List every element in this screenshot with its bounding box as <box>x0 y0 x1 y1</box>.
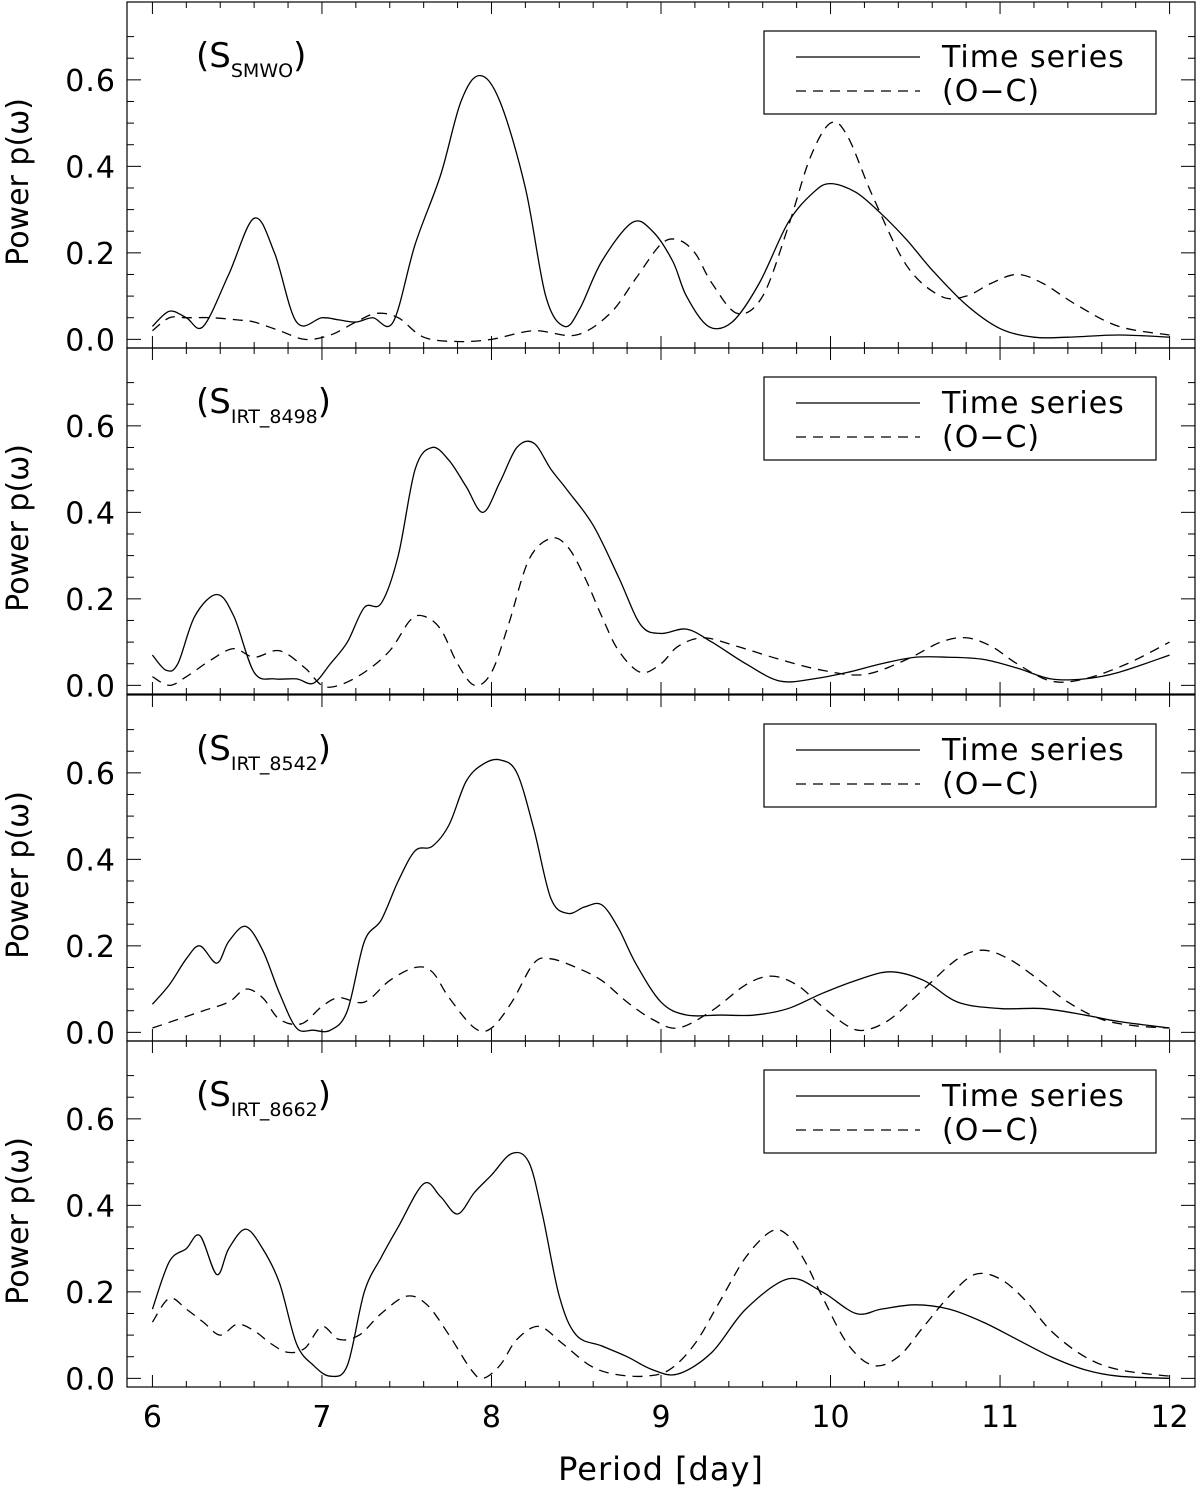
series-o-c-line <box>152 121 1170 343</box>
panel-label: (SSMWO) <box>196 36 306 82</box>
legend-entry-time-series: Time series <box>941 733 1125 768</box>
x-tick-label: 6 <box>143 1400 162 1435</box>
panel-label-main: (S <box>196 729 231 769</box>
y-tick-label: 0.0 <box>65 1016 116 1051</box>
legend-box <box>763 376 1157 461</box>
series-o-c-line <box>152 537 1170 688</box>
panel-3: 0.0 0.2 0.4 0.6 Power p(ω) (SIRT_8542) Time se… <box>1 694 1196 1051</box>
y-tick-label: 0.6 <box>65 64 116 99</box>
panel-label-subscript: IRT_8662 <box>231 1099 318 1121</box>
panel-label-main: (S <box>196 1075 231 1115</box>
y-tick-label: 0.2 <box>65 237 116 272</box>
legend-entry-o-c: (O−C) <box>942 1113 1040 1148</box>
legend: Time series(O−C) <box>763 1069 1157 1154</box>
panel-label-close: ) <box>293 36 306 76</box>
legend-box <box>763 30 1157 115</box>
y-tick-label: 0.4 <box>65 496 116 531</box>
y-axis-label: Power p(ω) <box>1 1137 36 1305</box>
panel-label-subscript: IRT_8542 <box>231 753 318 775</box>
y-axis-label: Power p(ω) <box>1 444 36 612</box>
panel-label-main: (S <box>196 382 231 422</box>
legend-entry-o-c: (O−C) <box>942 767 1040 802</box>
y-tick-label: 0.0 <box>65 323 116 358</box>
panel-label-subscript: SMWO <box>231 60 293 82</box>
series-time-series-line <box>151 758 1170 1033</box>
legend-entry-o-c: (O−C) <box>942 74 1040 109</box>
panel-label: (SIRT_8542) <box>196 729 331 775</box>
y-tick-label: 0.4 <box>65 150 116 185</box>
y-axis-label: Power p(ω) <box>1 791 36 959</box>
y-tick-label: 0.4 <box>65 1189 116 1224</box>
x-tick-label: 12 <box>1150 1400 1188 1435</box>
panel-label-close: ) <box>318 382 331 422</box>
legend: Time series(O−C) <box>763 376 1157 461</box>
legend: Time series(O−C) <box>763 30 1157 115</box>
y-tick-label: 0.6 <box>65 757 116 792</box>
legend-entry-o-c: (O−C) <box>942 420 1040 455</box>
y-tick-label: 0.0 <box>65 1362 116 1397</box>
y-tick-label: 0.6 <box>65 1103 116 1138</box>
legend-box <box>763 1069 1157 1154</box>
y-tick-label: 0.4 <box>65 843 116 878</box>
panel-1: 0.0 0.2 0.4 0.6 Power p(ω) (SSMWO) Time series… <box>1 1 1196 358</box>
y-tick-label: 0.2 <box>65 583 116 618</box>
series-time-series-line <box>151 1151 1170 1379</box>
series-time-series-line <box>151 74 1170 339</box>
legend-entry-time-series: Time series <box>941 40 1125 75</box>
y-tick-label: 0.0 <box>65 669 116 704</box>
legend-box <box>763 723 1157 808</box>
panel-label: (SIRT_8498) <box>196 382 331 428</box>
y-tick-label: 0.2 <box>65 1276 116 1311</box>
x-tick-label: 8 <box>482 1400 501 1435</box>
x-tick-label: 10 <box>811 1400 849 1435</box>
panel-label-close: ) <box>318 1075 331 1115</box>
legend-entry-time-series: Time series <box>941 1079 1125 1114</box>
panel-label-main: (S <box>196 36 231 76</box>
x-tick-label: 11 <box>981 1400 1019 1435</box>
panel-label-subscript: IRT_8498 <box>231 406 318 428</box>
panel-4: 0.0 0.2 0.4 0.6 Power p(ω) (SIRT_8662) Time se… <box>1 1040 1196 1397</box>
x-axis-label: Period [day] <box>558 1450 764 1488</box>
series-o-c-line <box>152 949 1170 1033</box>
panel-label: (SIRT_8662) <box>196 1075 331 1121</box>
x-tick-label: 9 <box>651 1400 670 1435</box>
x-tick-label: 7 <box>312 1400 331 1435</box>
legend: Time series(O−C) <box>763 723 1157 808</box>
legend-entry-time-series: Time series <box>941 386 1125 421</box>
y-tick-label: 0.2 <box>65 930 116 965</box>
panel-label-close: ) <box>318 729 331 769</box>
series-time-series-line <box>151 440 1170 685</box>
y-tick-label: 0.6 <box>65 410 116 445</box>
series-o-c-line <box>151 1229 1170 1380</box>
panel-2: 0.0 0.2 0.4 0.6 Power p(ω) (SIRT_8498) Time se… <box>1 347 1196 704</box>
y-axis-label: Power p(ω) <box>1 98 36 266</box>
